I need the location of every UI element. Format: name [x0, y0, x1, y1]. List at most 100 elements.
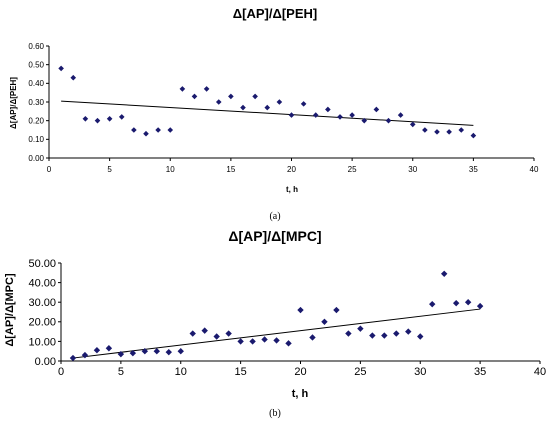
y-tick-label: 0.10 — [28, 135, 44, 144]
y-ticks: 0.00 0.10 0.20 0.30 0.40 0.50 0.60 — [28, 42, 44, 163]
y-tick-label: 0.40 — [28, 79, 44, 88]
data-point — [385, 117, 392, 124]
x-tick-label: 25 — [354, 366, 366, 378]
x-tick-label: 30 — [408, 165, 417, 174]
trendline-segment — [61, 100, 474, 126]
data-point — [381, 332, 388, 339]
x-tick-label: 30 — [414, 366, 426, 378]
y-tick-label: 10.00 — [28, 336, 56, 348]
caption-a: (a) — [269, 211, 280, 222]
data-point — [397, 112, 404, 118]
data-point — [225, 330, 232, 337]
trendline — [72, 308, 481, 359]
y-tick-label: 20.00 — [28, 317, 56, 329]
data-point — [153, 348, 160, 355]
data-point — [201, 327, 208, 334]
chart-panel-a: Δ[AP]/Δ[PEH] 0 5 10 15 20 25 30 35 40 0.000.100.… — [9, 6, 539, 222]
data-point — [273, 337, 280, 344]
data-point — [105, 345, 113, 352]
data-point — [69, 354, 77, 362]
data-point — [405, 328, 412, 335]
data-point — [357, 325, 364, 332]
data-point — [129, 349, 137, 357]
data-point — [81, 351, 89, 359]
trendline-segment — [72, 308, 481, 359]
data-point — [285, 340, 292, 347]
data-point — [417, 333, 424, 340]
data-point — [58, 65, 64, 72]
y-axis-label: Δ[AP]/Δ[PEH] — [9, 77, 18, 129]
x-axis-label: t, h — [286, 185, 298, 194]
data-point — [325, 106, 331, 113]
data-point — [373, 106, 380, 113]
data-point — [228, 93, 234, 100]
caption-b: (b) — [269, 408, 281, 419]
data-point — [452, 299, 460, 307]
data-point — [249, 338, 256, 345]
x-tick-label: 5 — [107, 165, 112, 174]
data-point — [429, 300, 436, 308]
data-point — [82, 116, 89, 122]
data-point — [361, 117, 368, 124]
x-ticks: 0 5 10 15 20 25 30 35 40 — [58, 366, 546, 378]
data-points — [58, 65, 477, 139]
chart-title: Δ[AP]/Δ[MPC] — [228, 228, 321, 244]
data-point — [369, 332, 376, 339]
data-points — [69, 270, 484, 362]
x-axis-label: t, h — [292, 388, 309, 400]
y-tick-label: 0.50 — [28, 60, 44, 69]
x-tick-label: 35 — [474, 366, 486, 378]
x-tick-label: 35 — [469, 165, 478, 174]
x-tick-label: 0 — [47, 165, 52, 174]
data-point — [264, 104, 271, 111]
x-tick-label: 20 — [294, 366, 306, 378]
data-point — [446, 129, 452, 135]
data-point — [240, 104, 246, 111]
data-point — [252, 93, 258, 100]
data-point — [349, 112, 355, 118]
data-point — [345, 330, 352, 337]
data-point — [106, 116, 113, 122]
data-point — [441, 270, 448, 277]
data-point — [333, 306, 340, 314]
data-point — [464, 299, 472, 306]
x-tick-label: 10 — [175, 366, 187, 378]
data-point — [155, 127, 161, 133]
y-axis-label: Δ[AP]/Δ[MPC] — [4, 273, 16, 347]
y-tick-label: 0.60 — [28, 42, 44, 51]
x-ticks: 0 5 10 15 20 25 30 35 40 — [47, 165, 539, 174]
data-point — [458, 127, 465, 133]
chart-title: Δ[AP]/Δ[PEH] — [233, 6, 317, 21]
data-point — [337, 114, 343, 120]
x-tick-label: 5 — [118, 366, 124, 378]
data-point — [179, 86, 186, 92]
y-tick-label: 0.00 — [35, 356, 56, 368]
x-tick-label: 25 — [348, 165, 357, 174]
data-point — [261, 336, 268, 343]
data-point — [131, 127, 137, 133]
y-tick-label: 30.00 — [28, 297, 56, 309]
y-ticks: 0.00 10.00 20.00 30.00 40.00 50.00 — [28, 258, 56, 368]
data-point — [189, 330, 196, 337]
y-tick-label: 0.30 — [28, 98, 44, 107]
data-point — [141, 348, 149, 355]
y-tick-label: 0.00 — [28, 154, 44, 163]
data-point — [191, 93, 198, 100]
x-tick-label: 0 — [58, 366, 64, 378]
data-point — [167, 127, 174, 133]
data-point — [393, 330, 400, 337]
data-point — [70, 74, 77, 81]
y-tick-label: 50.00 — [28, 258, 56, 270]
data-point — [94, 117, 101, 124]
y-tick-label: 0.20 — [28, 116, 44, 125]
x-tick-label: 40 — [534, 366, 546, 378]
data-point — [215, 99, 222, 105]
data-point — [203, 86, 210, 92]
axes — [58, 262, 541, 364]
data-point — [117, 350, 125, 358]
data-point — [470, 132, 477, 139]
x-tick-label: 10 — [166, 165, 175, 174]
data-point — [297, 306, 304, 314]
data-point — [409, 121, 416, 128]
